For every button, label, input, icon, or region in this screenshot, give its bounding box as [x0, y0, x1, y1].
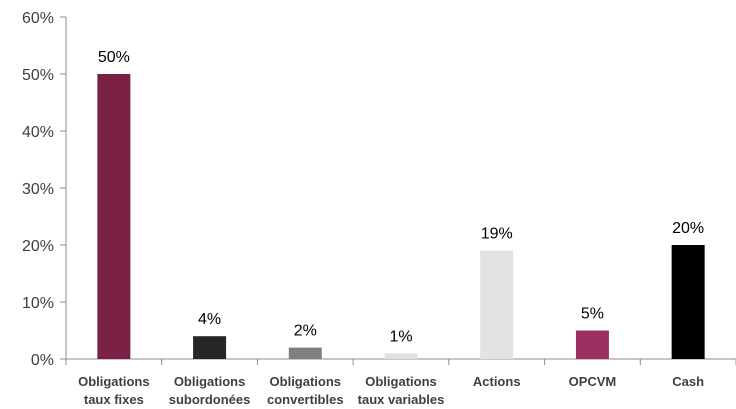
bar	[384, 353, 418, 359]
y-tick-label: 60%	[22, 10, 54, 27]
category-label: Obligations subordonées	[169, 374, 251, 407]
category-label: OPCVM	[569, 374, 617, 389]
bar	[480, 250, 514, 359]
bar	[288, 347, 322, 359]
y-tick-label: 10%	[22, 295, 54, 312]
axes: 0% 10% 20% 30% 40% 50% 60%	[22, 10, 736, 369]
data-label: 20%	[672, 220, 704, 237]
category-label: Obligations taux variables	[358, 374, 445, 407]
y-tick-label: 0%	[31, 352, 54, 369]
y-tick-label: 40%	[22, 124, 54, 141]
bar	[97, 74, 131, 359]
data-label: 5%	[581, 306, 604, 323]
category-label: Actions	[473, 374, 521, 389]
y-tick-label: 20%	[22, 238, 54, 255]
category-label: Obligations convertibles	[267, 374, 344, 407]
bar	[671, 245, 705, 359]
y-tick-label: 30%	[22, 181, 54, 198]
bar	[193, 336, 227, 359]
category-label: Obligations taux fixes	[78, 374, 150, 407]
category-labels: Obligations taux fixes Obligations subordon…	[78, 374, 704, 407]
data-label: 2%	[294, 323, 317, 340]
data-label: 19%	[481, 226, 513, 243]
data-label: 1%	[389, 328, 412, 345]
bars	[97, 74, 705, 359]
bar	[575, 330, 609, 359]
data-label: 50%	[98, 49, 130, 66]
data-label: 4%	[198, 311, 221, 328]
y-tick-label: 50%	[22, 67, 54, 84]
data-labels: 50% 4% 2% 1% 19% 5% 20%	[98, 49, 704, 345]
category-label: Cash	[672, 374, 704, 389]
